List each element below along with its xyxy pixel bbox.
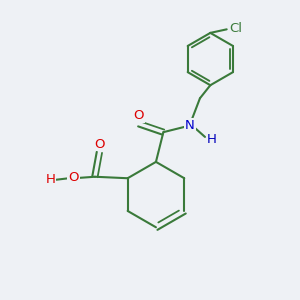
Text: O: O [95,138,105,151]
Text: O: O [133,109,144,122]
Text: Cl: Cl [230,22,243,35]
Text: O: O [68,171,79,184]
Text: N: N [185,118,195,131]
Text: H: H [207,134,217,146]
Text: H: H [45,173,55,186]
